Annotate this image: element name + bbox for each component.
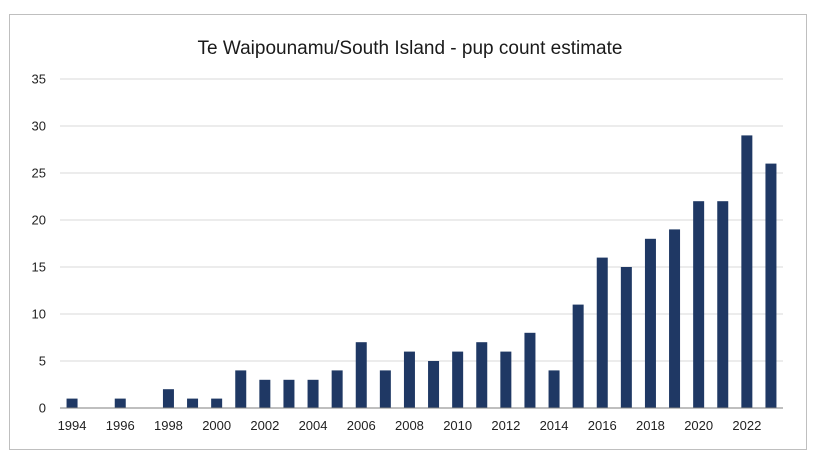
gridlines (60, 78, 783, 362)
y-tick-label: 0 (39, 401, 46, 416)
y-tick-label: 20 (32, 213, 46, 228)
bar-2016 (596, 257, 608, 408)
bar-2017 (620, 267, 632, 408)
y-tick-label: 30 (32, 119, 46, 134)
y-tick-label: 5 (39, 354, 46, 369)
x-tick-label: 2004 (299, 418, 328, 433)
x-axis-tick-labels: 1994 1996 1998 2000 2002 2004 2006 2008 2010 2012… (58, 418, 762, 433)
bar-2019 (669, 229, 681, 408)
x-tick-label: 1998 (154, 418, 183, 433)
chart-title: Te Waipounamu/South Island - pup count e… (198, 38, 623, 59)
bar-2009 (428, 361, 440, 408)
bar-1999 (187, 398, 199, 408)
x-tick-label: 2022 (732, 418, 761, 433)
bar-1998 (162, 389, 174, 408)
bar-2008 (403, 351, 415, 408)
bar-2004 (307, 379, 319, 408)
x-tick-label: 2018 (636, 418, 665, 433)
bar-2007 (379, 370, 391, 408)
bar-2011 (476, 342, 488, 408)
bar-2006 (355, 342, 367, 408)
bar-2001 (235, 370, 247, 408)
x-tick-label: 2000 (202, 418, 231, 433)
y-tick-label: 10 (32, 307, 46, 322)
bar-2005 (331, 370, 343, 408)
x-tick-label: 2008 (395, 418, 424, 433)
y-tick-label: 25 (32, 166, 46, 181)
x-tick-label: 1996 (106, 418, 135, 433)
y-tick-label: 15 (32, 260, 46, 275)
x-tick-label: 1994 (58, 418, 87, 433)
bar-2000 (211, 398, 223, 408)
x-tick-label: 2006 (347, 418, 376, 433)
x-tick-label: 2020 (684, 418, 713, 433)
bar-2013 (524, 332, 536, 408)
bar-2018 (644, 238, 656, 408)
bar-2012 (500, 351, 512, 408)
bars (66, 135, 777, 408)
bar-2020 (693, 201, 705, 408)
y-tick-label: 35 (32, 72, 46, 87)
y-axis-tick-labels: 0 5 10 15 20 25 30 35 (32, 72, 46, 416)
bar-2015 (572, 304, 584, 408)
bar-2002 (259, 379, 271, 408)
bar-2023 (765, 163, 777, 408)
bar-2003 (283, 379, 295, 408)
x-tick-label: 2002 (250, 418, 279, 433)
bar-1996 (114, 398, 126, 408)
x-tick-label: 2010 (443, 418, 472, 433)
bar-2021 (717, 201, 729, 408)
bar-2010 (452, 351, 464, 408)
x-tick-label: 2014 (540, 418, 569, 433)
x-tick-label: 2016 (588, 418, 617, 433)
bar-2014 (548, 370, 560, 408)
x-tick-label: 2012 (491, 418, 520, 433)
bar-1994 (66, 398, 78, 408)
bar-2022 (741, 135, 753, 408)
